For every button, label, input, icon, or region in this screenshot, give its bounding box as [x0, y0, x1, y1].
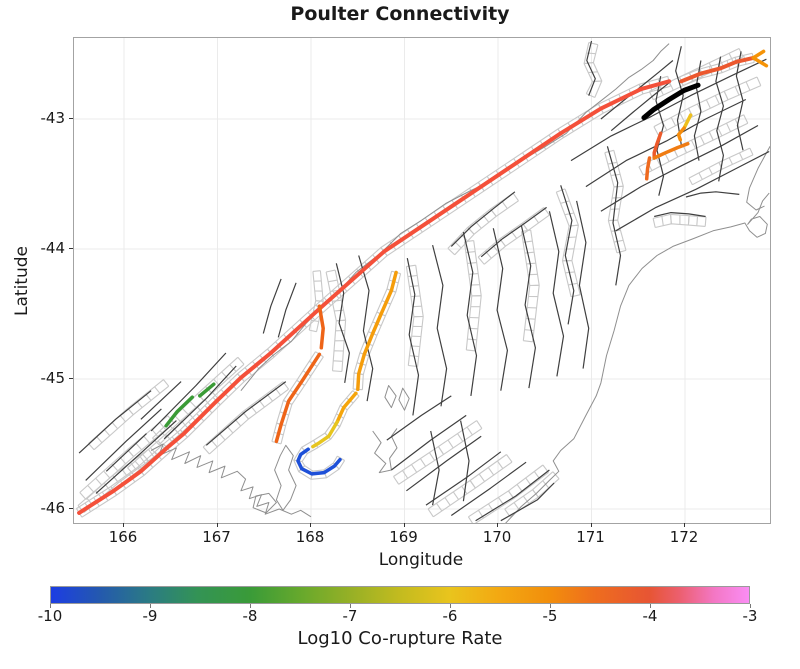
x-tick-label: 167 [202, 528, 231, 546]
colorbar-tick-label: -9 [142, 607, 158, 625]
rupture-alpine-fault [77, 79, 672, 515]
y-tick-label: -43 [40, 108, 66, 127]
x-tick-label: 170 [482, 528, 512, 546]
x-tick [403, 523, 405, 527]
colorbar-tick-label: -5 [542, 607, 558, 625]
colorbar-tick [150, 604, 151, 608]
y-tick [69, 247, 73, 249]
grid-lines [74, 38, 770, 523]
colorbar-tick [50, 604, 51, 608]
y-tick-label: -45 [40, 368, 66, 387]
fault-traces-layer [78, 40, 770, 522]
x-tick [590, 523, 592, 527]
map-plot-area [73, 37, 771, 524]
rupture-seg-orange-yellow [335, 391, 358, 424]
rupture-seg-orange-ne [676, 126, 686, 142]
x-tick-label: 169 [389, 528, 418, 546]
colorbar-label: Log10 Co-rupture Rate [297, 628, 503, 649]
rupture-ne-red-segment [679, 55, 756, 84]
rupture-ne-fork-down [751, 56, 769, 68]
colorbar-tick-label: -3 [742, 607, 758, 625]
x-tick-label: 168 [295, 528, 325, 546]
rupture-seg-branch-east [652, 141, 690, 160]
colorbar-tick-label: -10 [37, 607, 63, 625]
x-tick [216, 523, 218, 527]
rupture-seg-yellow-south [311, 420, 339, 449]
colorbar-tick-label: -4 [642, 607, 658, 625]
colorbar-tick-label: -7 [342, 607, 358, 625]
colorbar-tick [350, 604, 351, 608]
x-tick [497, 523, 499, 527]
rupture-poulter-source-fault [641, 82, 701, 121]
y-tick [69, 117, 73, 119]
y-tick [69, 507, 73, 509]
x-axis-label: Longitude [378, 550, 464, 570]
rupture-seg-orange-mid-a [317, 304, 325, 350]
x-tick [684, 523, 686, 527]
corupture-highlights-layer [77, 49, 769, 515]
colorbar-tick-label: -6 [442, 607, 458, 625]
rupture-ne-fork-up [751, 49, 766, 60]
colorbar-tick [450, 604, 451, 608]
y-tick-label: -44 [40, 238, 66, 257]
colorbar-tick [650, 604, 651, 608]
colorbar-tick [750, 604, 751, 608]
fault-map-canvas [74, 38, 770, 523]
rupture-seg-yellow-ne [682, 113, 693, 130]
rupture-seg-orange-mid-b [274, 352, 322, 444]
colorbar-tick [550, 604, 551, 608]
fault-sections-layer [75, 41, 762, 523]
figure-title: Poulter Connectivity [290, 3, 510, 25]
x-tick-label: 171 [576, 528, 605, 546]
x-tick-label: 172 [669, 528, 699, 546]
rupture-seg-blue [296, 447, 342, 476]
y-tick [69, 377, 73, 379]
colorbar-tick [250, 604, 251, 608]
rupture-seg-green-long [164, 395, 195, 428]
rupture-seg-branch-south [644, 156, 652, 181]
colorbar-gradient [50, 586, 750, 604]
x-tick-label: 166 [108, 528, 138, 546]
rupture-seg-green-short [198, 382, 216, 398]
x-tick [310, 523, 312, 527]
y-tick-label: -46 [40, 498, 66, 517]
x-tick [123, 523, 125, 527]
rupture-seg-orange-long [356, 270, 398, 392]
rupture-seg-branch-north [652, 131, 663, 160]
colorbar-tick-label: -8 [242, 607, 258, 625]
